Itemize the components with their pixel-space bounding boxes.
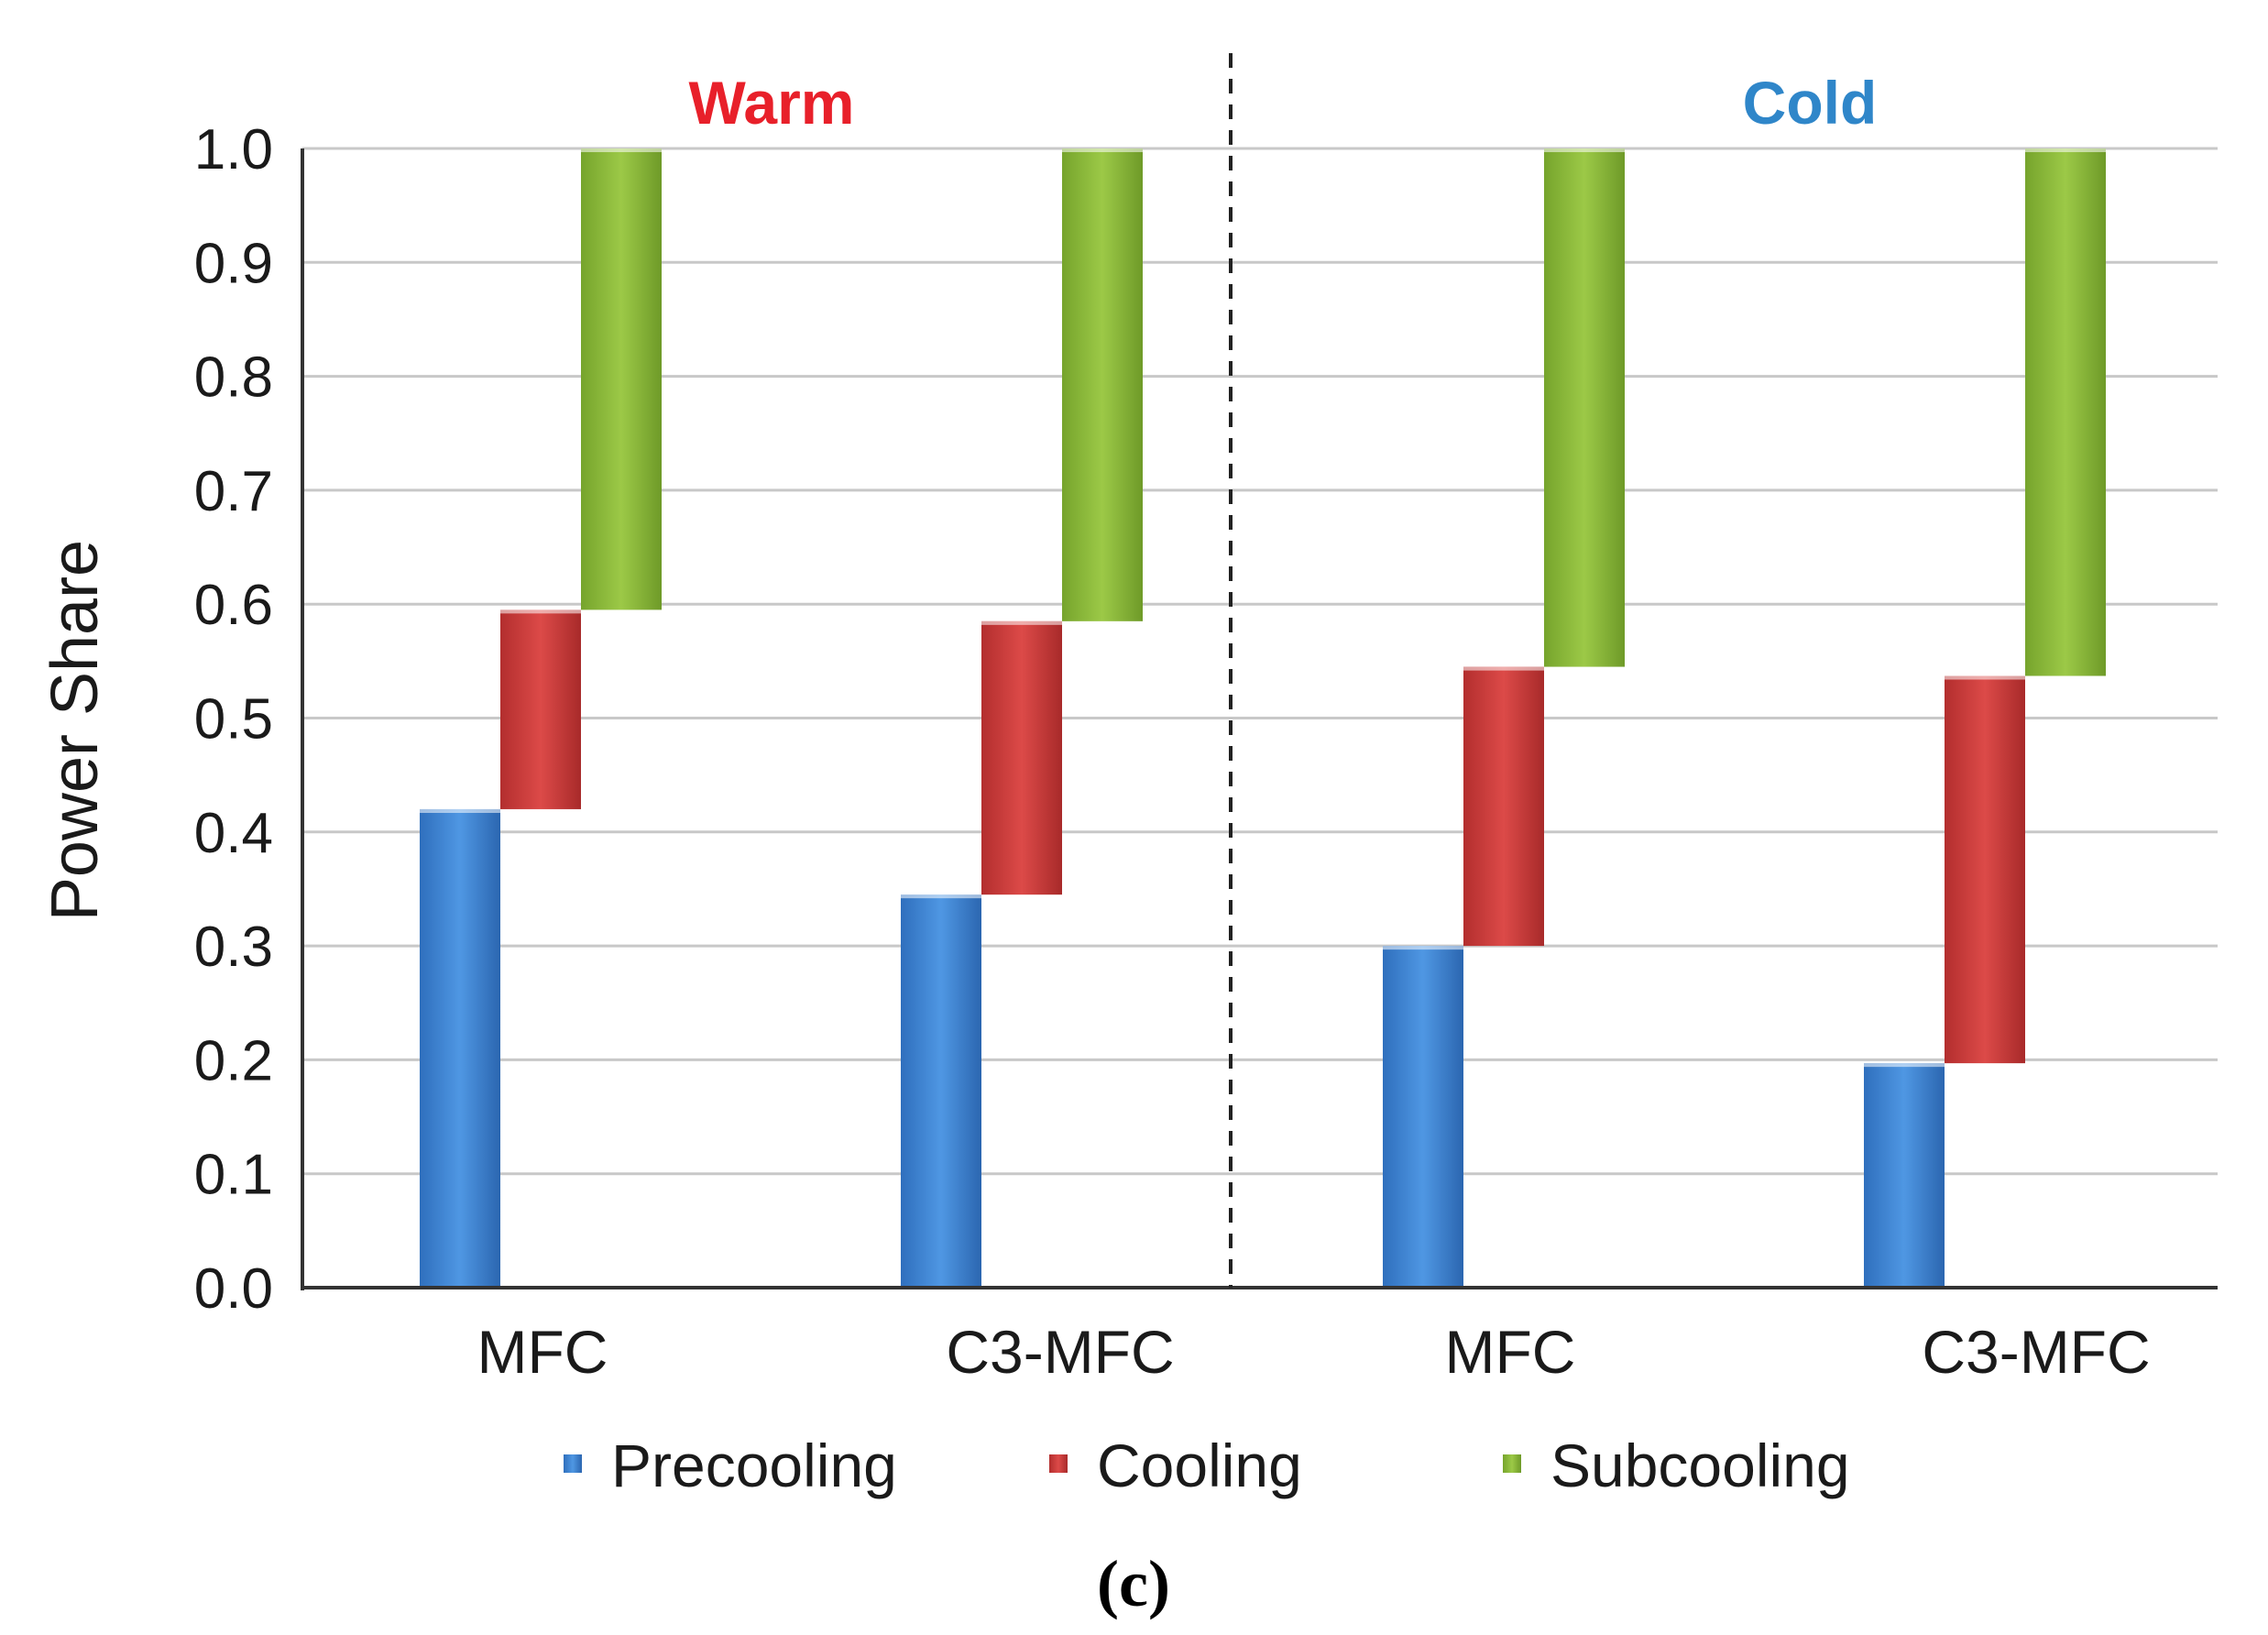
axes: [301, 53, 2218, 1290]
y-tick-label: 0.3: [194, 916, 273, 979]
bar-cooling-2: [981, 620, 1062, 895]
y-tick-label: 0.5: [194, 688, 273, 752]
labels: 0.0 0.1 0.2 0.3 0.4 0.5 0.6 0.7 0.8 0.9 1.0 Power S…: [38, 69, 2151, 1620]
legend-swatch-cooling: [1049, 1454, 1068, 1473]
bar-precooling-1: [420, 808, 500, 1288]
y-axis-title: Power Share: [38, 540, 112, 921]
bar-precooling-3: [1383, 946, 1463, 1288]
bar-precooling-2: [901, 894, 981, 1288]
figure-caption: (c): [1097, 1547, 1170, 1620]
bar-subcooling-3: [1544, 148, 1625, 667]
bar-cooling-3: [1463, 666, 1544, 947]
y-tick-label: 0.7: [194, 460, 273, 523]
y-tick-label: 0.0: [194, 1257, 273, 1321]
legend-swatch-precooling: [564, 1454, 582, 1473]
x-category-label: C3-MFC: [1922, 1318, 2150, 1386]
x-category-label: MFC: [1445, 1318, 1576, 1386]
legend-label-precooling: Precooling: [611, 1432, 897, 1499]
region-label-warm: Warm: [689, 69, 855, 137]
x-category-label: C3-MFC: [946, 1318, 1174, 1386]
y-tick-label: 0.4: [194, 802, 273, 865]
legend-swatch-subcooling: [1503, 1454, 1521, 1473]
legend: Precooling Cooling Subcooling: [564, 1432, 1850, 1499]
y-tick-label: 0.2: [194, 1029, 273, 1092]
region-label-cold: Cold: [1743, 69, 1878, 137]
y-tick-label: 0.6: [194, 574, 273, 637]
y-tick-label: 0.1: [194, 1144, 273, 1207]
bar-subcooling-1: [581, 148, 662, 610]
x-category-label: MFC: [477, 1318, 608, 1386]
bar-cooling-1: [500, 609, 581, 809]
y-tick-label: 1.0: [194, 118, 273, 181]
legend-label-subcooling: Subcooling: [1550, 1432, 1850, 1499]
legend-label-cooling: Cooling: [1097, 1432, 1302, 1499]
y-tick-label: 0.8: [194, 346, 273, 410]
bar-subcooling-4: [2025, 148, 2106, 676]
bar-precooling-4: [1864, 1063, 1945, 1288]
bars: [420, 148, 2106, 1288]
bar-cooling-4: [1945, 675, 2025, 1064]
bar-subcooling-2: [1062, 148, 1143, 621]
y-tick-label: 0.9: [194, 232, 273, 295]
